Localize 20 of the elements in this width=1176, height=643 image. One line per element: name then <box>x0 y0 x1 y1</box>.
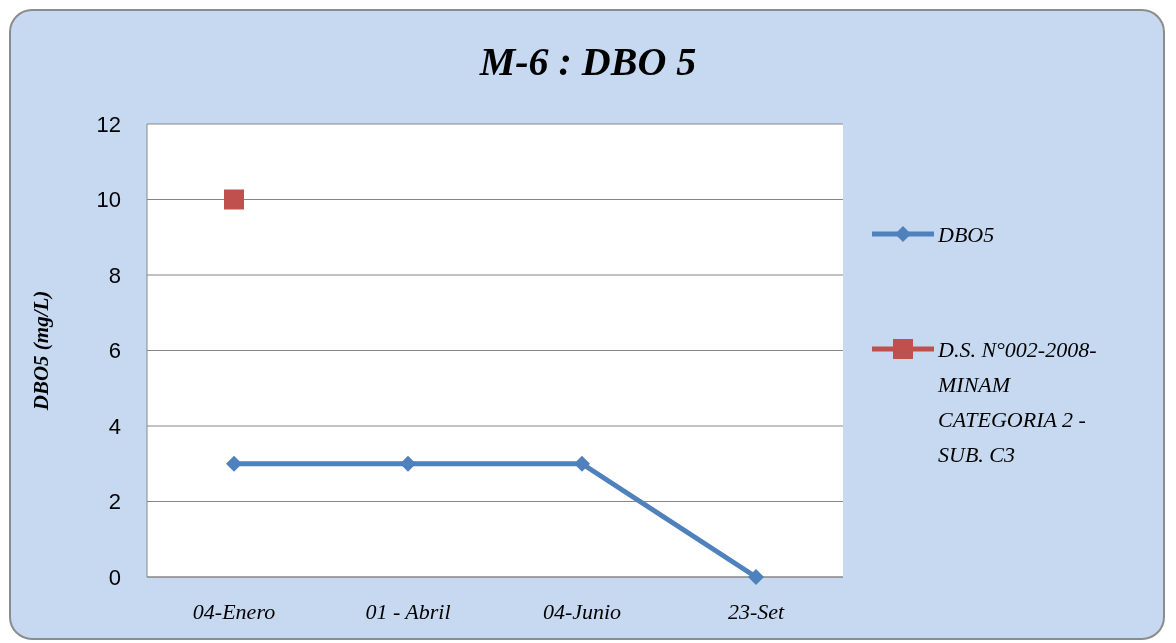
y-tick-label: 8 <box>108 262 121 288</box>
x-tick-label: 04-Junio <box>542 599 622 624</box>
x-tick-label: 04-Enero <box>192 599 276 624</box>
point <box>748 569 764 585</box>
y-tick-label: 4 <box>108 413 121 439</box>
point <box>226 455 242 472</box>
point <box>574 455 590 472</box>
legend-label: D.S. N°002-2008-MINAM CATEGORIA 2 - SUB. C3 <box>937 336 1097 467</box>
x-tick-label: 23-Set <box>727 599 785 624</box>
y-tick-label: 10 <box>96 187 121 213</box>
chart-title: M-6 : DBO 5 <box>478 39 697 84</box>
y-tick-label: 0 <box>108 564 121 590</box>
y-tick-label: 2 <box>108 489 121 515</box>
y-tick-label: 12 <box>96 111 121 137</box>
point <box>224 189 244 210</box>
legend-label: DBO5 <box>937 221 995 247</box>
y-axis-title: DBO5 (mg/L) <box>29 290 53 412</box>
y-tick-label: 6 <box>108 338 121 364</box>
point <box>400 455 416 472</box>
x-tick-label: 01 - Abril <box>365 599 451 624</box>
